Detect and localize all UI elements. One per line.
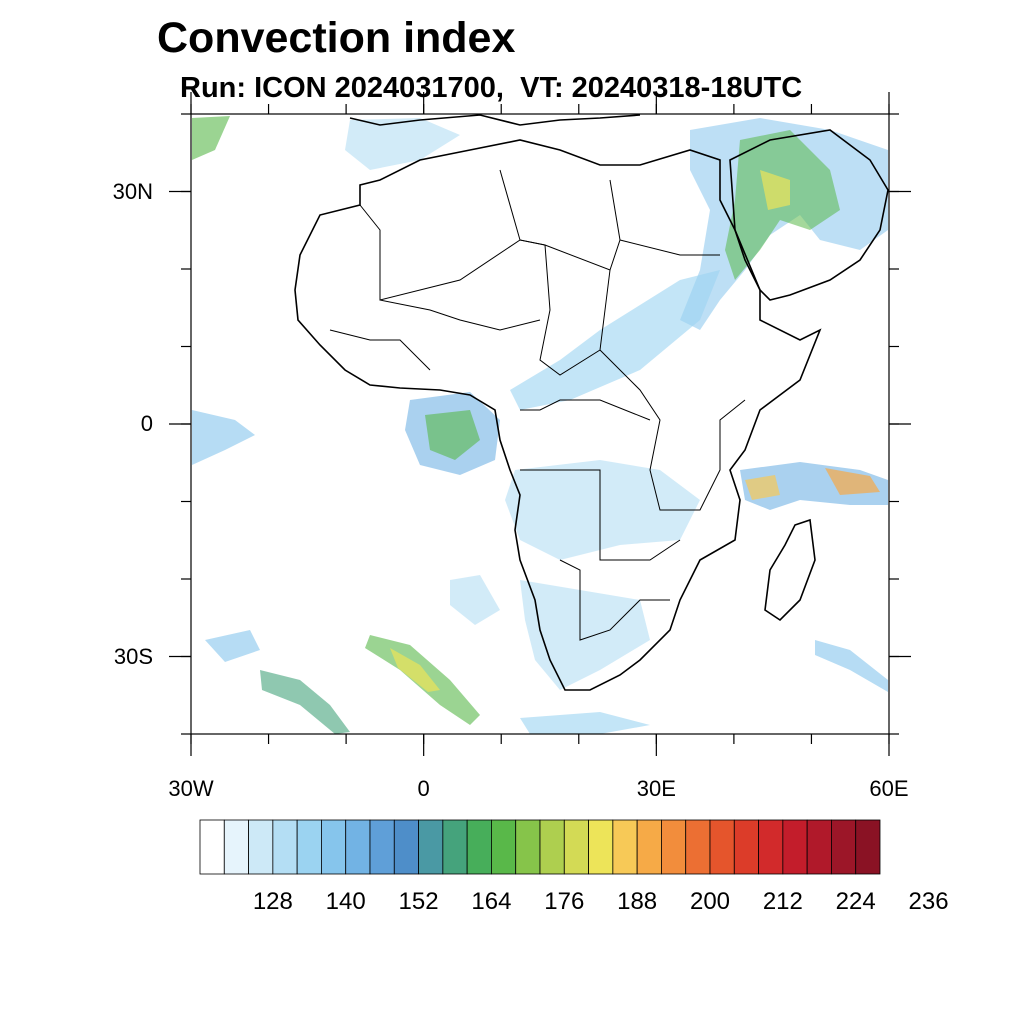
- x-tick-label: 30E: [636, 776, 676, 801]
- colorbar-swatch: [321, 819, 347, 875]
- x-tick-label: 30W: [168, 776, 214, 801]
- y-tick-label: 30S: [113, 643, 153, 669]
- field-blob-atlantic-west: [192, 410, 255, 465]
- colorbar-label: 164: [471, 888, 512, 915]
- colorbar-swatch: [272, 819, 298, 875]
- colorbar-swatch: [199, 819, 225, 875]
- colorbar-swatch: [248, 819, 274, 875]
- field-blob-south-atlantic-core: [390, 648, 440, 692]
- map-title: Convection index: [157, 14, 516, 62]
- colorbar-swatch: [588, 819, 614, 875]
- colorbar-label: 188: [617, 888, 658, 915]
- colorbar-swatch: [418, 819, 444, 875]
- colorbar-swatch: [515, 819, 541, 875]
- field-blob-med: [345, 118, 460, 170]
- y-tick-label: 0: [140, 411, 153, 436]
- field-blob-arabia: [680, 118, 888, 330]
- colorbar-swatch: [612, 819, 638, 875]
- colorbar-swatch: [296, 819, 322, 875]
- colorbar-swatch: [636, 819, 662, 875]
- field-blob-s-atl-small: [450, 575, 500, 625]
- colorbar-label: 212: [762, 888, 803, 915]
- colorbar-swatch: [709, 819, 735, 875]
- field-blob-guinea-core: [425, 410, 480, 460]
- colorbar-label: 128: [252, 888, 293, 915]
- field-blob-southern-africa: [520, 580, 650, 690]
- colorbar-swatch: [369, 819, 395, 875]
- colorbar-label: 176: [544, 888, 585, 915]
- colorbar-label: 200: [689, 888, 731, 915]
- axis-ticks: [169, 92, 911, 756]
- colorbar-swatch: [223, 819, 249, 875]
- y-tick-label: 30N: [112, 178, 153, 204]
- arabia-coast: [729, 129, 889, 301]
- field-blob-sw-small: [205, 630, 260, 662]
- colorbar-swatch: [782, 819, 808, 875]
- colorbar-swatch: [466, 819, 492, 875]
- x-tick-label: 0: [417, 776, 430, 801]
- colorbar-swatch: [733, 819, 759, 875]
- colorbar-swatch: [442, 819, 468, 875]
- colorbar-swatch: [831, 819, 857, 875]
- colorbar-label: 152: [398, 888, 439, 915]
- coastlines: [294, 114, 889, 691]
- field-blob-congo: [505, 460, 700, 560]
- convection-field: [192, 116, 888, 734]
- colorbar-swatch: [855, 819, 881, 875]
- colorbar-swatch: [806, 819, 832, 875]
- colorbar-swatch: [685, 819, 711, 875]
- field-blob-indian-core: [745, 475, 780, 500]
- colorbar-swatch: [393, 819, 419, 875]
- field-blob-sahel: [510, 270, 720, 410]
- colorbar-swatch: [491, 819, 517, 875]
- colorbar-swatch: [345, 819, 371, 875]
- country-borders: [329, 169, 746, 641]
- colorbar-swatch: [661, 819, 687, 875]
- field-blob-southwest: [260, 670, 350, 734]
- colorbar-label: 140: [325, 888, 366, 915]
- africa-coastline: [294, 139, 822, 691]
- colorbar-swatch: [563, 819, 589, 875]
- field-blob-nw: [192, 116, 230, 160]
- colorbar-label: 224: [835, 888, 876, 915]
- field-blob-arabia-hot: [760, 170, 790, 210]
- colorbar-swatch: [539, 819, 565, 875]
- x-tick-label: 60E: [869, 776, 909, 801]
- map-subtitle: Run: ICON 2024031700, VT: 20240318-18UTC: [180, 72, 803, 104]
- colorbar: [199, 819, 881, 875]
- field-blob-indian-core2: [825, 468, 880, 495]
- field-blob-south: [520, 712, 650, 734]
- colorbar-swatch: [758, 819, 784, 875]
- madagascar: [764, 518, 816, 622]
- field-blob-se: [815, 640, 888, 692]
- europe-coast: [349, 114, 641, 126]
- colorbar-label: 236: [908, 888, 949, 915]
